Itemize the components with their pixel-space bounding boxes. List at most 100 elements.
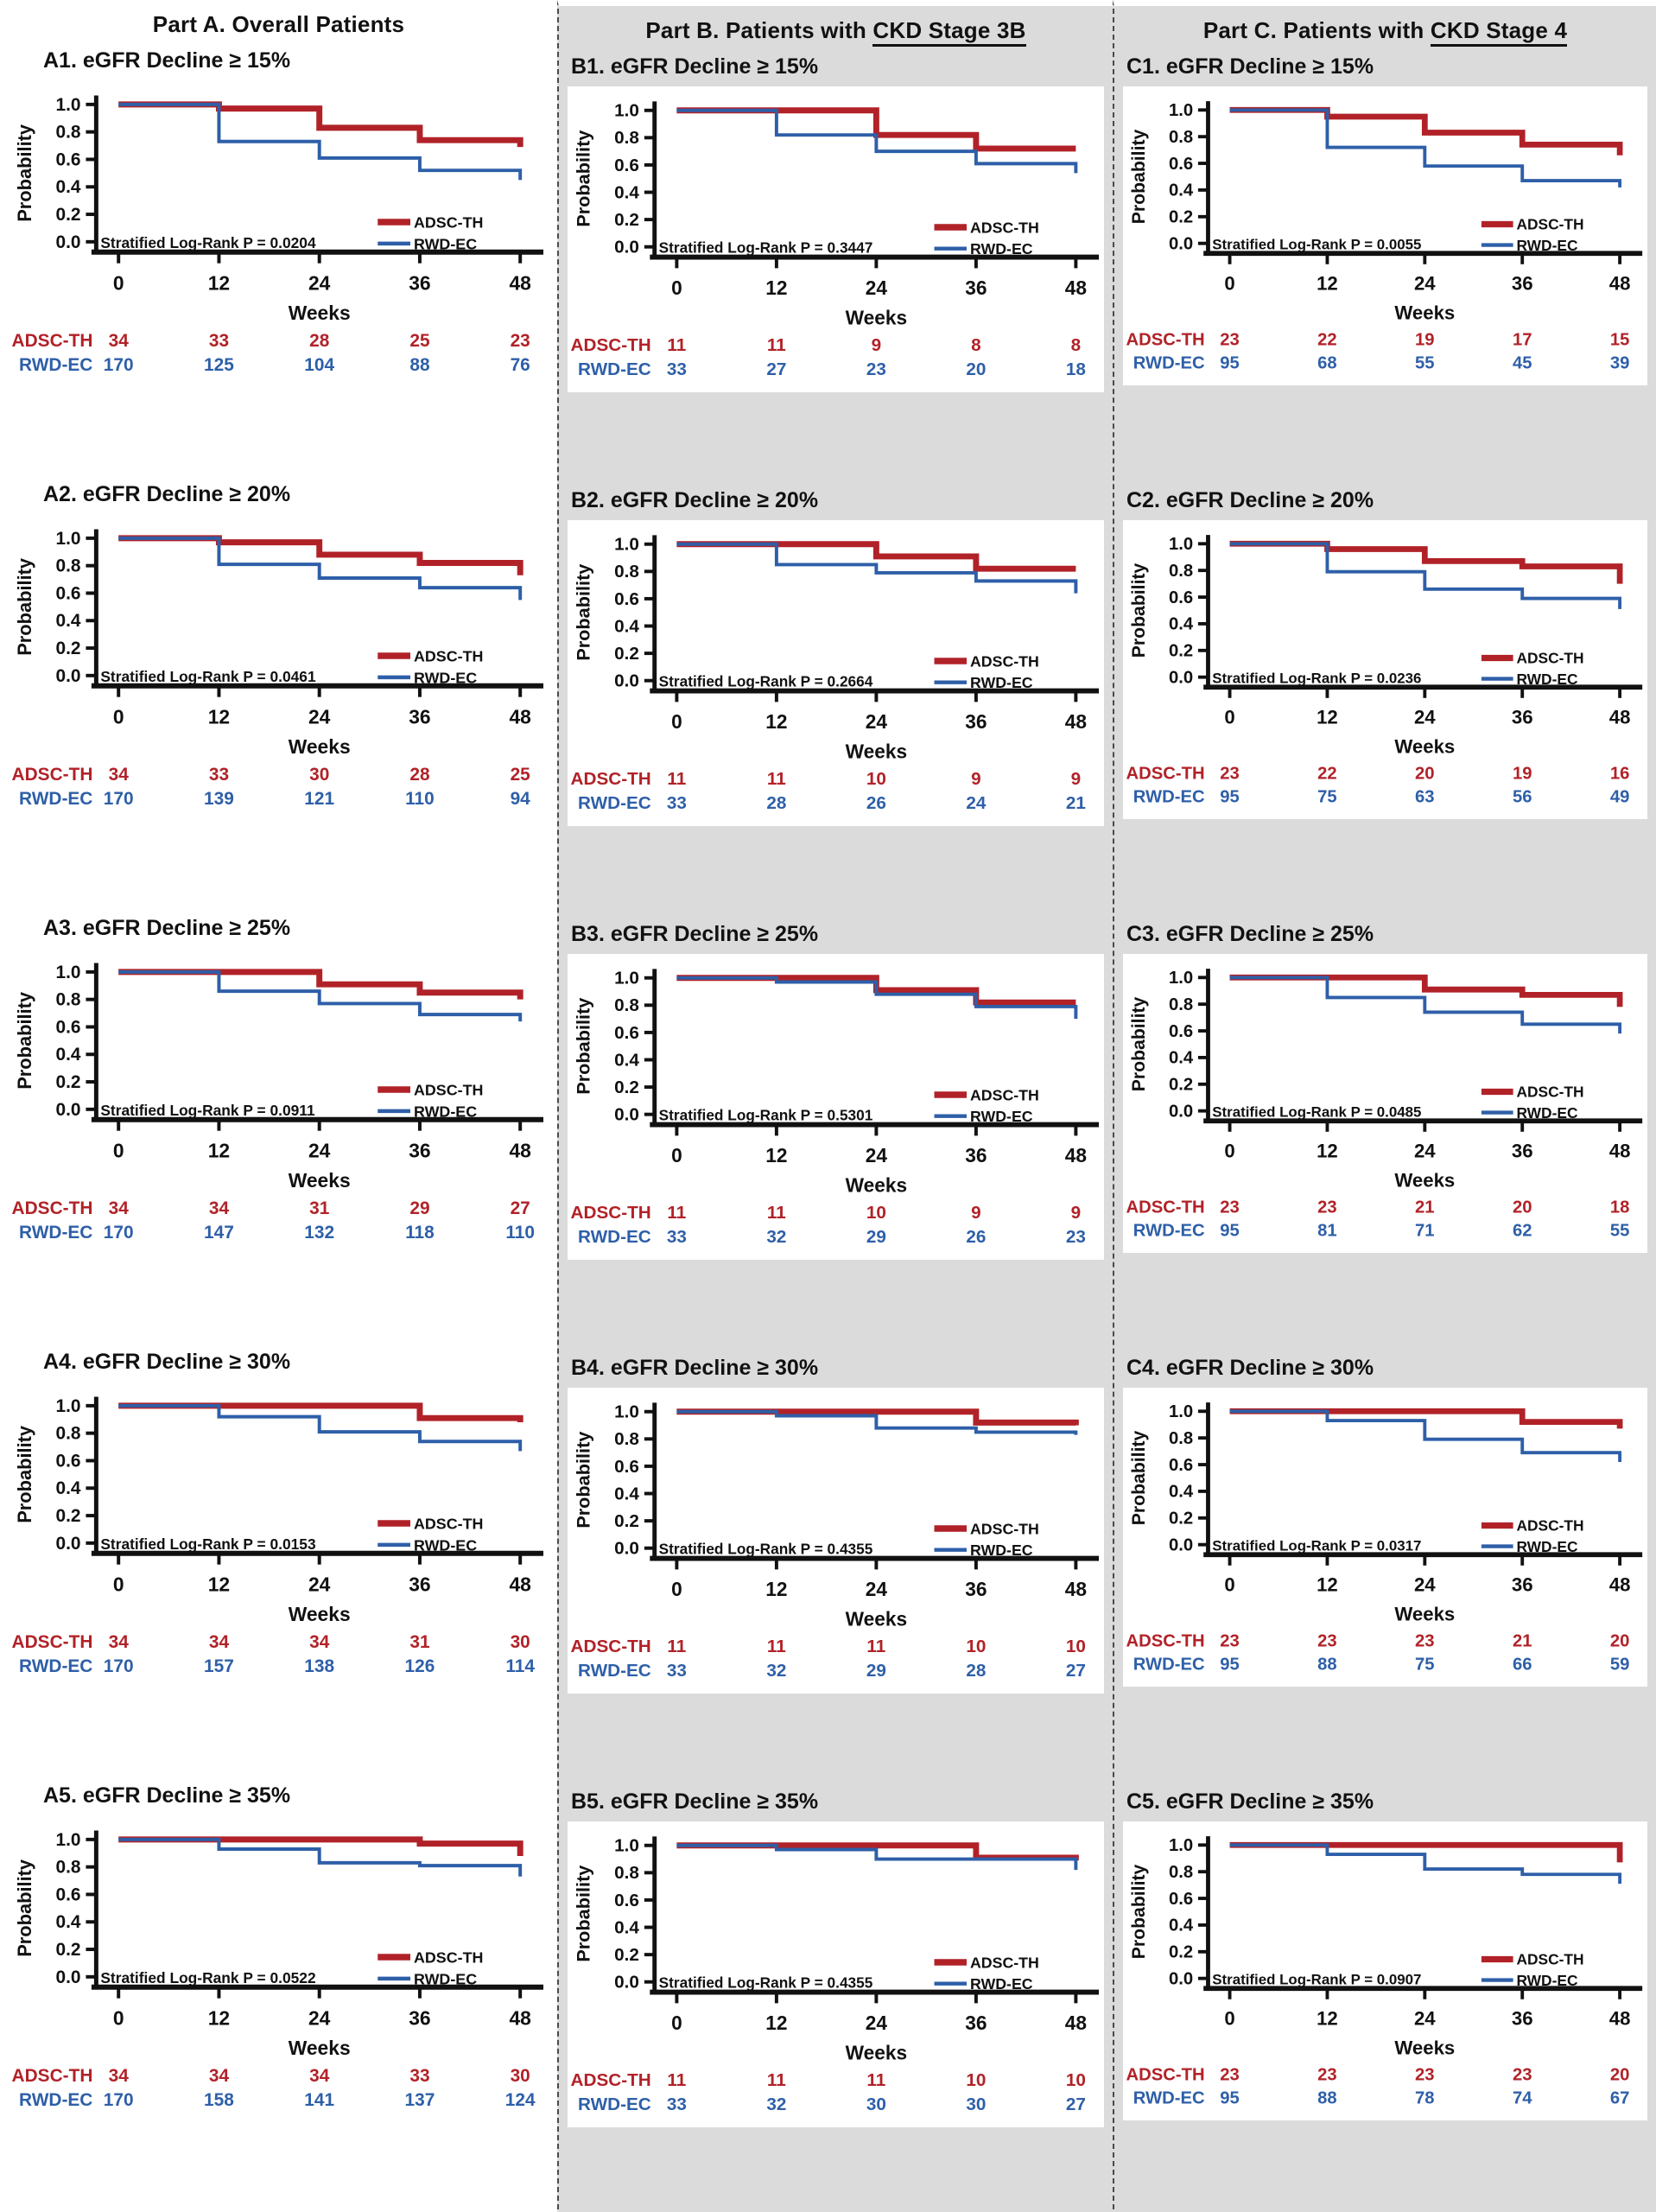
p-value-label: Stratified Log-Rank P = 0.0907 (1212, 1971, 1421, 1987)
risk-value: 121 (304, 789, 334, 809)
y-tick-label: 0.2 (55, 205, 80, 225)
km-chart: 0.0 0.2 0.4 0.6 0.8 1.0 Probability 0 12 24 36 48 We… (571, 535, 1100, 813)
x-tick-label: 0 (671, 1144, 682, 1166)
x-tick-label: 12 (765, 276, 787, 299)
km-panel-a5: A5. eGFR Decline ≥ 35% 0.0 0.2 0.4 0.6 0.8 1.… (0, 1778, 557, 2212)
x-axis-title: Weeks (289, 2037, 351, 2059)
y-tick-label: 0.6 (614, 589, 639, 609)
risk-row-label-adsc-th: ADSC-TH (12, 2066, 93, 2086)
y-tick-label: 1.0 (614, 969, 639, 988)
x-tick-label: 36 (1512, 1574, 1533, 1596)
km-curves (118, 1836, 523, 1877)
x-tick-label: 12 (765, 1144, 787, 1166)
risk-value: 66 (1513, 1655, 1532, 1674)
x-axis: 0 12 24 36 48 Weeks (91, 1984, 544, 2059)
risk-value: 31 (309, 1198, 330, 1218)
y-axis-title: Probability (573, 998, 594, 1095)
risk-value: 25 (409, 331, 430, 351)
km-curves (1229, 974, 1623, 1034)
risk-value: 28 (309, 331, 329, 351)
y-tick-label: 1.0 (1169, 101, 1193, 120)
panel-title: A4. eGFR Decline ≥ 30% (43, 1350, 291, 1374)
risk-value: 170 (104, 1656, 134, 1676)
y-axis-title: Probability (14, 991, 35, 1090)
x-axis-title: Weeks (1394, 1169, 1455, 1191)
x-tick-label: 36 (409, 705, 430, 728)
risk-value: 9 (1071, 1203, 1082, 1223)
km-panel-c2: C2. eGFR Decline ≥ 20% 0.0 0.2 0.4 0.6 0.8 1.… (1114, 483, 1656, 917)
x-tick-label: 0 (671, 710, 682, 733)
risk-value: 62 (1513, 1221, 1532, 1240)
legend-label-rwd-ec: RWD-EC (1516, 237, 1578, 254)
risk-value: 59 (1610, 1655, 1630, 1674)
legend-label-adsc-th: ADSC-TH (1516, 650, 1583, 667)
x-tick-label: 12 (765, 710, 787, 733)
y-tick-label: 1.0 (614, 1402, 639, 1422)
y-tick-label: 0.4 (55, 1912, 80, 1932)
risk-value: 34 (109, 1198, 130, 1218)
y-tick-label: 0.6 (614, 1891, 639, 1910)
risk-value: 19 (1513, 764, 1532, 783)
km-panel-b5: B5. eGFR Decline ≥ 35% 0.0 0.2 0.4 0.6 0.8 1.… (559, 1784, 1113, 2212)
x-tick-label: 36 (965, 2012, 987, 2034)
panel-card: 0.0 0.2 0.4 0.6 0.8 1.0 Probability 0 12 24 36 48 We… (568, 1388, 1104, 1694)
km-chart: 0.0 0.2 0.4 0.6 0.8 1.0 Probability 0 12 24 36 48 We… (12, 963, 544, 1243)
risk-value: 11 (667, 769, 686, 789)
y-tick-label: 0.2 (55, 1072, 80, 1092)
risk-value: 76 (511, 355, 530, 375)
y-tick-label: 0.4 (1169, 1483, 1194, 1502)
y-tick-label: 0.0 (55, 1100, 80, 1120)
panel-title: B5. eGFR Decline ≥ 35% (571, 1789, 819, 1814)
x-tick-label: 24 (308, 1139, 331, 1161)
risk-value: 11 (767, 1203, 786, 1223)
p-value-label: Stratified Log-Rank P = 0.3447 (659, 239, 873, 257)
risk-value: 95 (1220, 353, 1240, 372)
x-axis: 0 12 24 36 48 Weeks (91, 683, 544, 758)
risk-value: 21 (1415, 1198, 1435, 1217)
column-header-underlined-text: CKD Stage 4 (1430, 17, 1568, 47)
risk-value: 30 (866, 2094, 886, 2114)
risk-value: 32 (766, 1661, 786, 1681)
x-tick-label: 36 (965, 1144, 987, 1166)
y-axis-title: Probability (1129, 1430, 1149, 1525)
x-tick-label: 12 (1317, 2008, 1338, 2030)
risk-value: 33 (209, 331, 229, 351)
risk-value: 26 (966, 1227, 986, 1247)
p-value-label: Stratified Log-Rank P = 0.0236 (1212, 670, 1421, 686)
km-chart: 0.0 0.2 0.4 0.6 0.8 1.0 Probability 0 12 24 36 48 We… (1126, 969, 1643, 1240)
x-tick-label: 12 (1317, 273, 1338, 295)
x-tick-label: 12 (208, 705, 230, 728)
p-value-label: Stratified Log-Rank P = 0.0055 (1212, 236, 1421, 252)
panel-card: 0.0 0.2 0.4 0.6 0.8 1.0 Probability 0 12 24 36 48 We… (568, 1821, 1104, 2127)
panel-title: B2. eGFR Decline ≥ 20% (571, 488, 819, 512)
legend-label-adsc-th: ADSC-TH (970, 1520, 1039, 1537)
y-axis: 0.0 0.2 0.4 0.6 0.8 1.0 Probability (14, 95, 98, 255)
risk-value: 23 (511, 331, 530, 351)
y-axis: 0.0 0.2 0.4 0.6 0.8 1.0 Probability (573, 535, 657, 694)
risk-value: 11 (767, 769, 786, 789)
risk-value: 28 (766, 793, 786, 813)
risk-value: 22 (1317, 330, 1337, 349)
y-tick-label: 0.8 (614, 1429, 639, 1449)
km-panel-b4: B4. eGFR Decline ≥ 30% 0.0 0.2 0.4 0.6 0.8 1.… (559, 1351, 1113, 1784)
panel-title: A5. eGFR Decline ≥ 35% (43, 1783, 291, 1808)
risk-table: ADSC-TH 34 33 30 28 25 RWD-EC 170 139 121 110 94 (12, 765, 531, 809)
y-tick-label: 0.2 (55, 1940, 80, 1960)
legend: ADSC-TH RWD-EC (378, 647, 483, 686)
risk-row-label-rwd-ec: RWD-EC (19, 355, 92, 375)
risk-value: 32 (766, 2094, 786, 2114)
legend: ADSC-TH RWD-EC (934, 219, 1039, 257)
y-tick-label: 0.2 (55, 1506, 80, 1526)
x-tick-label: 0 (1224, 273, 1234, 295)
risk-value: 170 (104, 355, 134, 375)
x-axis: 0 12 24 36 48 Weeks (1203, 1118, 1643, 1191)
km-curves (1229, 1408, 1623, 1462)
risk-value: 157 (204, 1656, 234, 1676)
x-tick-label: 36 (965, 276, 987, 299)
panel-card: 0.0 0.2 0.4 0.6 0.8 1.0 Probability 0 12 24 36 48 We… (9, 948, 549, 1255)
y-tick-label: 0.6 (1169, 588, 1193, 607)
risk-value: 9 (1071, 769, 1082, 789)
km-panel-b1: B1. eGFR Decline ≥ 15% 0.0 0.2 0.4 0.6 0.8 1.… (559, 49, 1113, 483)
legend-label-rwd-ec: RWD-EC (414, 235, 477, 252)
p-value-label: Stratified Log-Rank P = 0.0153 (100, 1535, 316, 1553)
